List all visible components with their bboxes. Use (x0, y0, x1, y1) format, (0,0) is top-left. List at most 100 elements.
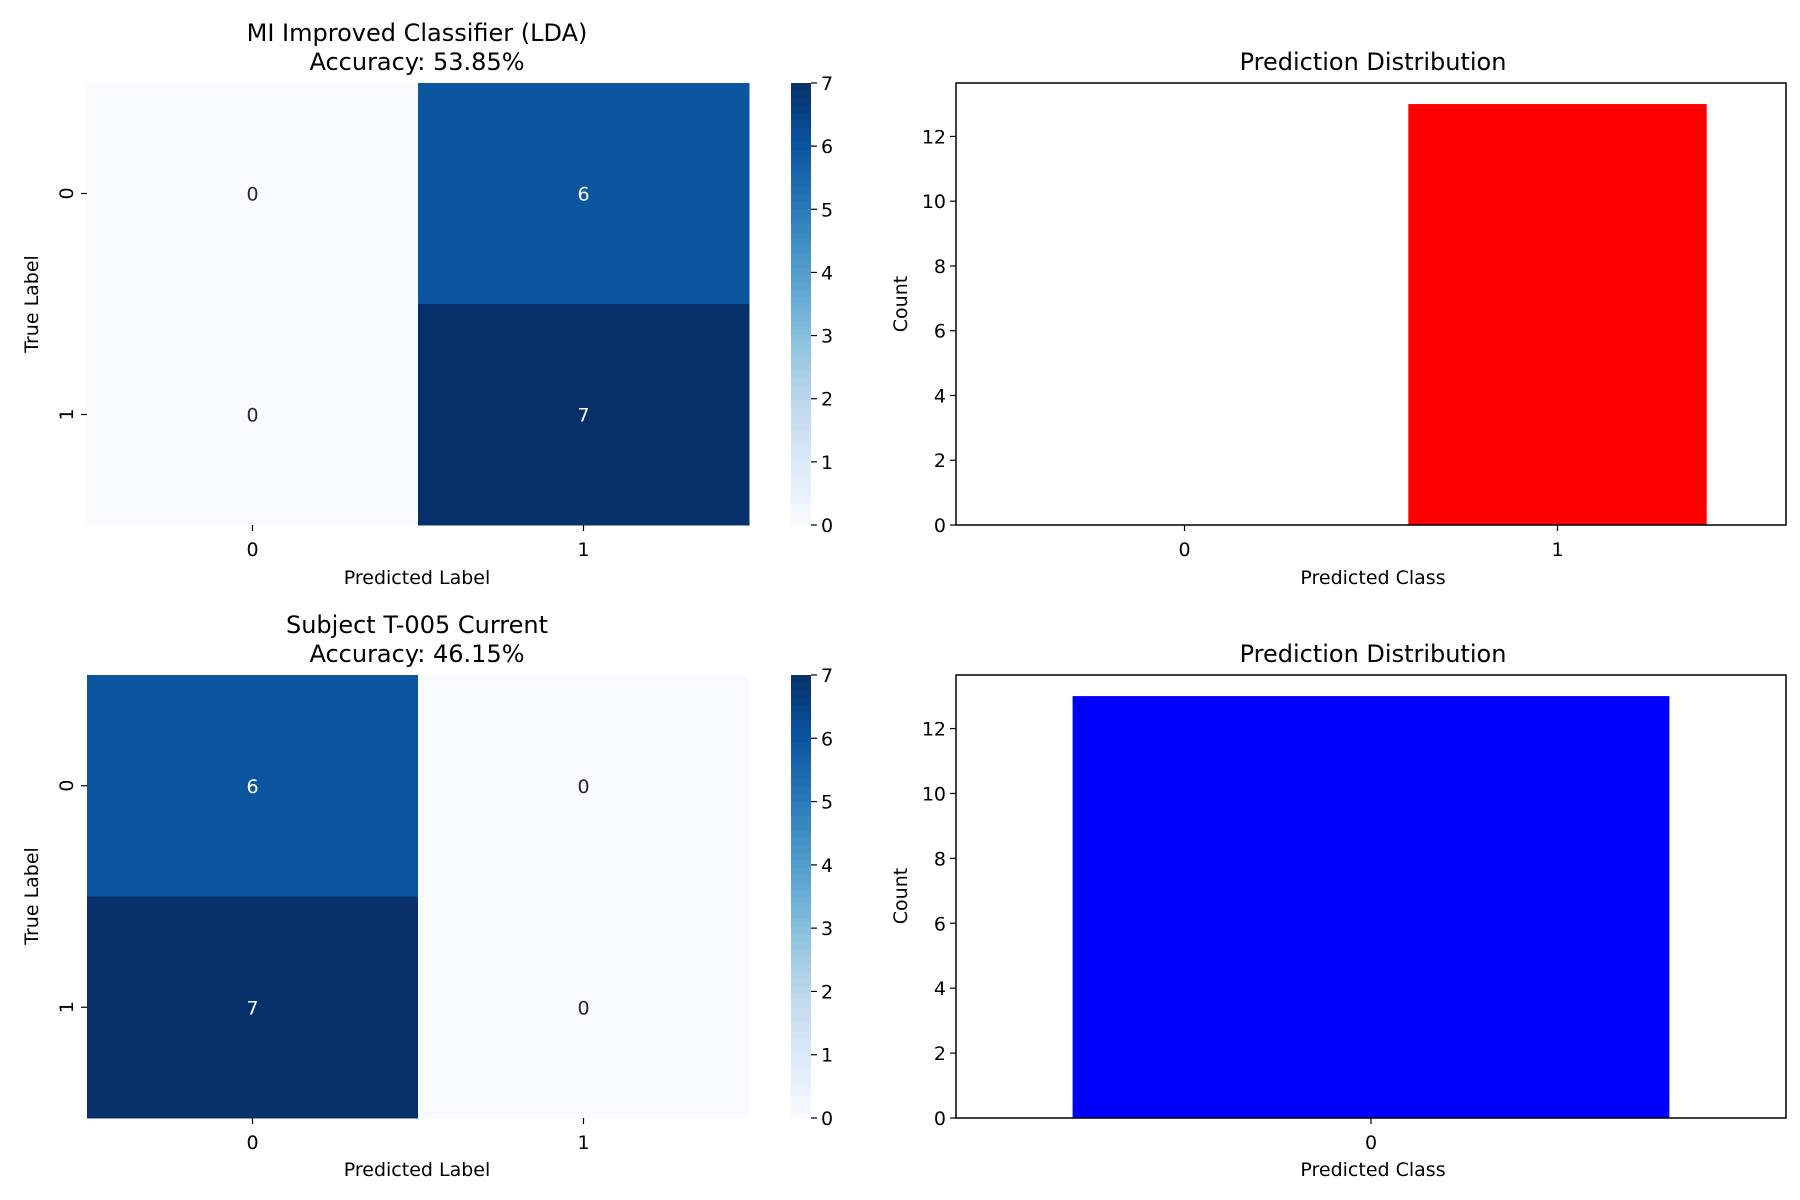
colorbar-tick-label: 7 (821, 665, 833, 687)
colorbar-segment (791, 1058, 811, 1067)
heatmap-1-xlabel: Predicted Label (344, 567, 491, 589)
colorbar-segment (791, 711, 811, 720)
colorbar-segment (791, 510, 811, 519)
colorbar-segment (791, 421, 811, 430)
colorbar-segment (791, 97, 811, 106)
colorbar-segment (791, 807, 811, 816)
colorbar-segment (791, 259, 811, 268)
colorbar-segment (791, 1088, 811, 1097)
colorbar-tick-label: 6 (821, 728, 833, 750)
colorbar-segment (791, 770, 811, 779)
colorbar-segment (791, 1044, 811, 1053)
x-tick-label: 0 (246, 1132, 258, 1154)
colorbar-segment (791, 436, 811, 445)
bar-panel-2: Prediction Distribution 0 2 4 6 8 10 12 0 Pred… (890, 640, 1787, 1181)
colorbar-segment (791, 962, 811, 971)
colorbar-segment (791, 837, 811, 846)
colorbar-segment (791, 1014, 811, 1023)
colorbar-segment (791, 734, 811, 743)
colorbar-segment (791, 977, 811, 986)
heatmap-cell (87, 675, 419, 897)
colorbar-segment (791, 193, 811, 202)
colorbar-segment (791, 1007, 811, 1016)
colorbar-segment (791, 911, 811, 920)
colorbar-segment (791, 948, 811, 957)
x-tick-label: 1 (1551, 539, 1563, 561)
colorbar-tick-label: 1 (821, 1045, 833, 1067)
colorbar-segment (791, 689, 811, 698)
colorbar-segment (791, 682, 811, 691)
y-tick-label: 2 (934, 450, 946, 472)
colorbar-segment (791, 844, 811, 853)
bar-2-xlabel: Predicted Class (1300, 1159, 1445, 1181)
colorbar-segment (791, 1073, 811, 1082)
colorbar-segment (791, 992, 811, 1001)
colorbar-segment (791, 719, 811, 728)
colorbar-segment (791, 778, 811, 787)
x-tick-label: 1 (577, 539, 589, 561)
colorbar-segment (791, 793, 811, 802)
colorbar-segment (791, 517, 811, 526)
y-tick-label: 10 (922, 783, 946, 805)
heatmap-cell (418, 304, 750, 526)
colorbar-segment (791, 697, 811, 706)
y-tick-label: 8 (934, 256, 946, 278)
colorbar-segment (791, 200, 811, 209)
colorbar-segment (791, 466, 811, 475)
colorbar-segment (791, 274, 811, 283)
colorbar-segment (791, 252, 811, 261)
heatmap-1-ylabel: True Label (21, 255, 43, 354)
colorbar-segment (791, 171, 811, 180)
y-tick-label: 1 (56, 408, 78, 420)
colorbar-tick-label: 4 (821, 855, 833, 877)
colorbar-segment (791, 830, 811, 839)
colorbar-segment (791, 355, 811, 364)
colorbar-segment (791, 903, 811, 912)
bar-2-ylabel: Count (890, 868, 912, 924)
colorbar-segment (791, 1095, 811, 1104)
colorbar-segment (791, 785, 811, 794)
y-tick-label: 10 (922, 191, 946, 213)
y-tick-label: 0 (56, 780, 78, 792)
colorbar-segment (791, 429, 811, 438)
colorbar-segment (791, 333, 811, 342)
heatmap-cell-value: 0 (577, 997, 589, 1019)
colorbar-tick-label: 1 (821, 452, 833, 474)
bar (1072, 696, 1670, 1118)
colorbar-segment (791, 970, 811, 979)
colorbar-segment (791, 480, 811, 489)
heatmap-2-title-line-2: Accuracy: 46.15% (309, 640, 524, 668)
bar-panel-1: Prediction Distribution 0 2 4 6 8 10 12 0 1 Pre… (890, 48, 1787, 589)
y-tick-label: 6 (934, 321, 946, 343)
y-tick-label: 0 (56, 187, 78, 199)
colorbar-segment (791, 215, 811, 224)
colorbar-segment (791, 222, 811, 231)
colorbar-segment (791, 186, 811, 195)
colorbar-segment (791, 859, 811, 868)
heatmap-cell (418, 896, 750, 1119)
colorbar-tick-label: 4 (821, 262, 833, 284)
colorbar-segment (791, 852, 811, 861)
colorbar-segment (791, 918, 811, 927)
colorbar-segment (791, 105, 811, 114)
colorbar-segment (791, 756, 811, 765)
colorbar-segment (791, 675, 811, 683)
colorbar-segment (791, 392, 811, 401)
colorbar-segment (791, 741, 811, 750)
heatmap-cell-value: 6 (577, 184, 589, 206)
colorbar-tick-label: 2 (821, 389, 833, 411)
colorbar-segment (791, 1029, 811, 1038)
colorbar-segment (791, 473, 811, 482)
colorbar-segment (791, 495, 811, 504)
colorbar-segment (791, 326, 811, 335)
x-tick-label: 0 (246, 539, 258, 561)
heatmap-cell (87, 896, 419, 1119)
colorbar-segment (791, 985, 811, 994)
colorbar-segment (791, 83, 811, 91)
colorbar-segment (791, 134, 811, 143)
colorbar-segment (791, 385, 811, 393)
colorbar-segment (791, 451, 811, 460)
y-tick-label: 1 (56, 1001, 78, 1013)
y-tick-label: 4 (934, 978, 946, 1000)
